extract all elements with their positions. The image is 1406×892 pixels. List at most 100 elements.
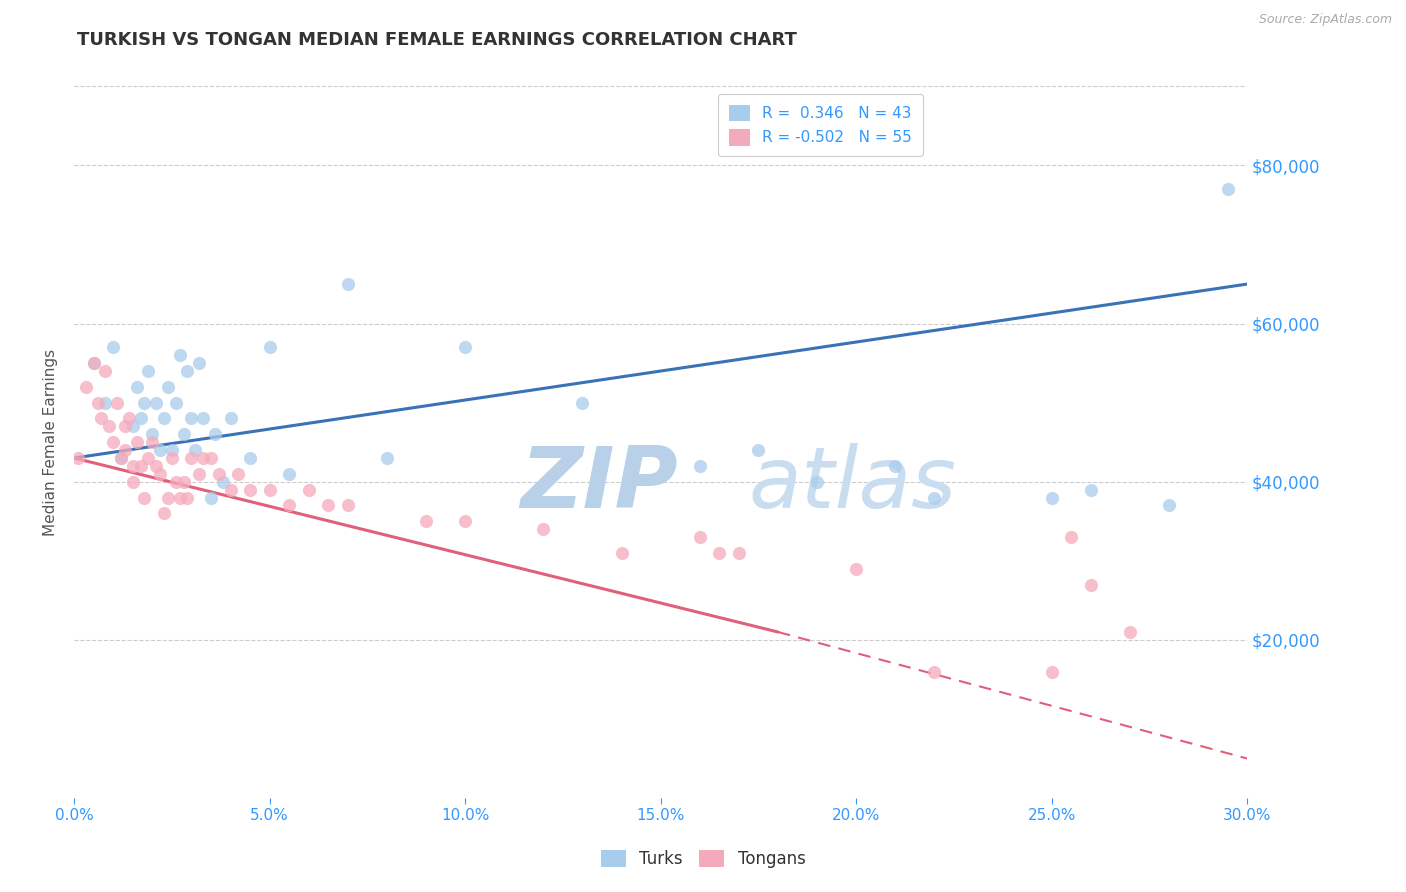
Point	[336, 499, 359, 513]
Point	[141, 435, 163, 450]
Point	[153, 411, 176, 425]
Point	[153, 507, 176, 521]
Point	[191, 411, 214, 425]
Point	[200, 450, 222, 465]
Point	[1119, 625, 1142, 640]
Point	[689, 458, 711, 473]
Point	[114, 419, 136, 434]
Text: ZIP: ZIP	[520, 443, 678, 526]
Point	[125, 435, 148, 450]
Point	[208, 467, 231, 481]
Point	[239, 450, 262, 465]
Point	[176, 364, 198, 378]
Point	[884, 458, 907, 473]
Point	[98, 419, 121, 434]
Point	[924, 491, 946, 505]
Point	[571, 395, 593, 409]
Point	[94, 364, 117, 378]
Point	[415, 514, 437, 528]
Point	[228, 467, 250, 481]
Point	[278, 499, 301, 513]
Point	[1060, 530, 1083, 544]
Point	[149, 443, 172, 458]
Point	[188, 467, 211, 481]
Point	[454, 514, 477, 528]
Point	[145, 395, 167, 409]
Point	[118, 411, 141, 425]
Point	[103, 435, 125, 450]
Text: Source: ZipAtlas.com: Source: ZipAtlas.com	[1258, 13, 1392, 27]
Point	[110, 450, 132, 465]
Point	[141, 427, 163, 442]
Point	[709, 546, 731, 560]
Point	[176, 491, 198, 505]
Point	[610, 546, 633, 560]
Point	[180, 411, 202, 425]
Point	[149, 467, 172, 481]
Point	[165, 475, 187, 489]
Point	[924, 665, 946, 679]
Point	[375, 450, 398, 465]
Point	[1216, 182, 1239, 196]
Y-axis label: Median Female Earnings: Median Female Earnings	[44, 349, 58, 536]
Point	[747, 443, 769, 458]
Point	[184, 443, 207, 458]
Point	[1080, 483, 1102, 497]
Point	[259, 340, 281, 354]
Point	[138, 364, 160, 378]
Point	[75, 380, 97, 394]
Point	[121, 458, 143, 473]
Point	[145, 458, 167, 473]
Point	[1040, 665, 1063, 679]
Point	[156, 380, 179, 394]
Point	[219, 483, 242, 497]
Point	[845, 562, 868, 576]
Point	[160, 450, 183, 465]
Point	[204, 427, 226, 442]
Point	[1080, 577, 1102, 591]
Point	[160, 443, 183, 458]
Point	[105, 395, 128, 409]
Point	[66, 450, 89, 465]
Text: TURKISH VS TONGAN MEDIAN FEMALE EARNINGS CORRELATION CHART: TURKISH VS TONGAN MEDIAN FEMALE EARNINGS…	[77, 31, 797, 49]
Point	[94, 395, 117, 409]
Point	[134, 491, 156, 505]
Point	[316, 499, 339, 513]
Point	[129, 458, 152, 473]
Point	[531, 522, 554, 536]
Point	[121, 475, 143, 489]
Point	[156, 491, 179, 505]
Point	[86, 395, 108, 409]
Point	[114, 443, 136, 458]
Point	[129, 411, 152, 425]
Point	[121, 419, 143, 434]
Text: atlas: atlas	[748, 443, 956, 526]
Point	[1157, 499, 1180, 513]
Point	[1040, 491, 1063, 505]
Point	[173, 427, 195, 442]
Point	[188, 356, 211, 370]
Point	[298, 483, 321, 497]
Point	[83, 356, 105, 370]
Point	[138, 450, 160, 465]
Point	[134, 395, 156, 409]
Point	[278, 467, 301, 481]
Point	[689, 530, 711, 544]
Point	[103, 340, 125, 354]
Point	[454, 340, 477, 354]
Legend: R =  0.346   N = 43, R = -0.502   N = 55: R = 0.346 N = 43, R = -0.502 N = 55	[718, 94, 922, 156]
Point	[239, 483, 262, 497]
Point	[806, 475, 828, 489]
Point	[165, 395, 187, 409]
Point	[169, 491, 191, 505]
Point	[110, 450, 132, 465]
Point	[191, 450, 214, 465]
Point	[200, 491, 222, 505]
Point	[259, 483, 281, 497]
Point	[125, 380, 148, 394]
Point	[83, 356, 105, 370]
Point	[169, 348, 191, 362]
Point	[728, 546, 751, 560]
Point	[336, 277, 359, 291]
Point	[211, 475, 233, 489]
